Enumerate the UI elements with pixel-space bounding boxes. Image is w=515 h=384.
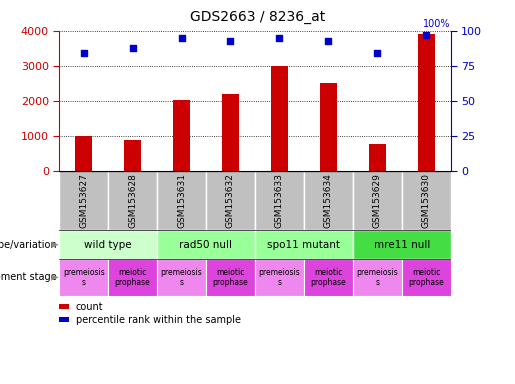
Point (226, 38, 234, 44)
Bar (206, 171, 255, 230)
Bar (59, 259, 108, 296)
Bar (75, 136, 92, 171)
Text: GSM153631: GSM153631 (177, 173, 186, 228)
Text: count: count (76, 301, 104, 311)
Text: GSM153632: GSM153632 (226, 173, 235, 228)
Bar (402, 259, 451, 296)
Text: meiotic
prophase: meiotic prophase (311, 268, 346, 287)
Text: meiotic
prophase: meiotic prophase (408, 268, 444, 287)
Bar (304, 171, 353, 230)
Point (373, 50, 381, 56)
Bar (59, 230, 157, 259)
Bar (59, 304, 69, 309)
Bar (353, 171, 402, 230)
Point (128, 45, 136, 51)
Bar (402, 171, 451, 230)
Bar (222, 94, 239, 171)
Bar (353, 230, 451, 259)
Bar (173, 100, 190, 171)
Text: rad50 null: rad50 null (180, 240, 232, 250)
Text: GDS2663 / 8236_at: GDS2663 / 8236_at (190, 10, 325, 23)
Point (275, 35, 283, 41)
Text: wild type: wild type (84, 240, 132, 250)
Text: genotype/variation: genotype/variation (0, 240, 57, 250)
Bar (108, 259, 157, 296)
Text: spo11 mutant: spo11 mutant (267, 240, 340, 250)
Bar (304, 259, 353, 296)
Bar (59, 317, 69, 322)
Bar (271, 66, 288, 171)
Text: percentile rank within the sample: percentile rank within the sample (76, 314, 241, 324)
Text: premeiosis
s: premeiosis s (63, 268, 105, 287)
Text: mre11 null: mre11 null (373, 240, 430, 250)
Bar (255, 171, 304, 230)
Bar (157, 259, 206, 296)
Text: premeiosis
s: premeiosis s (161, 268, 202, 287)
Text: meiotic
prophase: meiotic prophase (115, 268, 150, 287)
Text: GSM153628: GSM153628 (128, 173, 137, 228)
Text: GSM153633: GSM153633 (275, 173, 284, 228)
Bar (255, 259, 304, 296)
Bar (59, 171, 108, 230)
Text: premeiosis
s: premeiosis s (259, 268, 300, 287)
Text: development stage: development stage (0, 272, 57, 283)
Bar (320, 83, 337, 171)
Bar (369, 144, 386, 171)
Bar (157, 230, 255, 259)
Bar (157, 171, 206, 230)
Text: GSM153634: GSM153634 (324, 173, 333, 228)
Bar (418, 34, 435, 171)
Bar (206, 259, 255, 296)
Text: GSM153627: GSM153627 (79, 173, 88, 228)
Text: GSM153630: GSM153630 (422, 173, 431, 228)
Point (79, 50, 88, 56)
Bar (108, 171, 157, 230)
Point (177, 35, 185, 41)
Text: 100%: 100% (423, 19, 451, 29)
Text: meiotic
prophase: meiotic prophase (213, 268, 248, 287)
Point (324, 38, 333, 44)
Bar (353, 259, 402, 296)
Point (422, 32, 430, 38)
Bar (255, 230, 353, 259)
Text: premeiosis
s: premeiosis s (356, 268, 398, 287)
Bar (124, 141, 141, 171)
Text: GSM153629: GSM153629 (373, 173, 382, 228)
